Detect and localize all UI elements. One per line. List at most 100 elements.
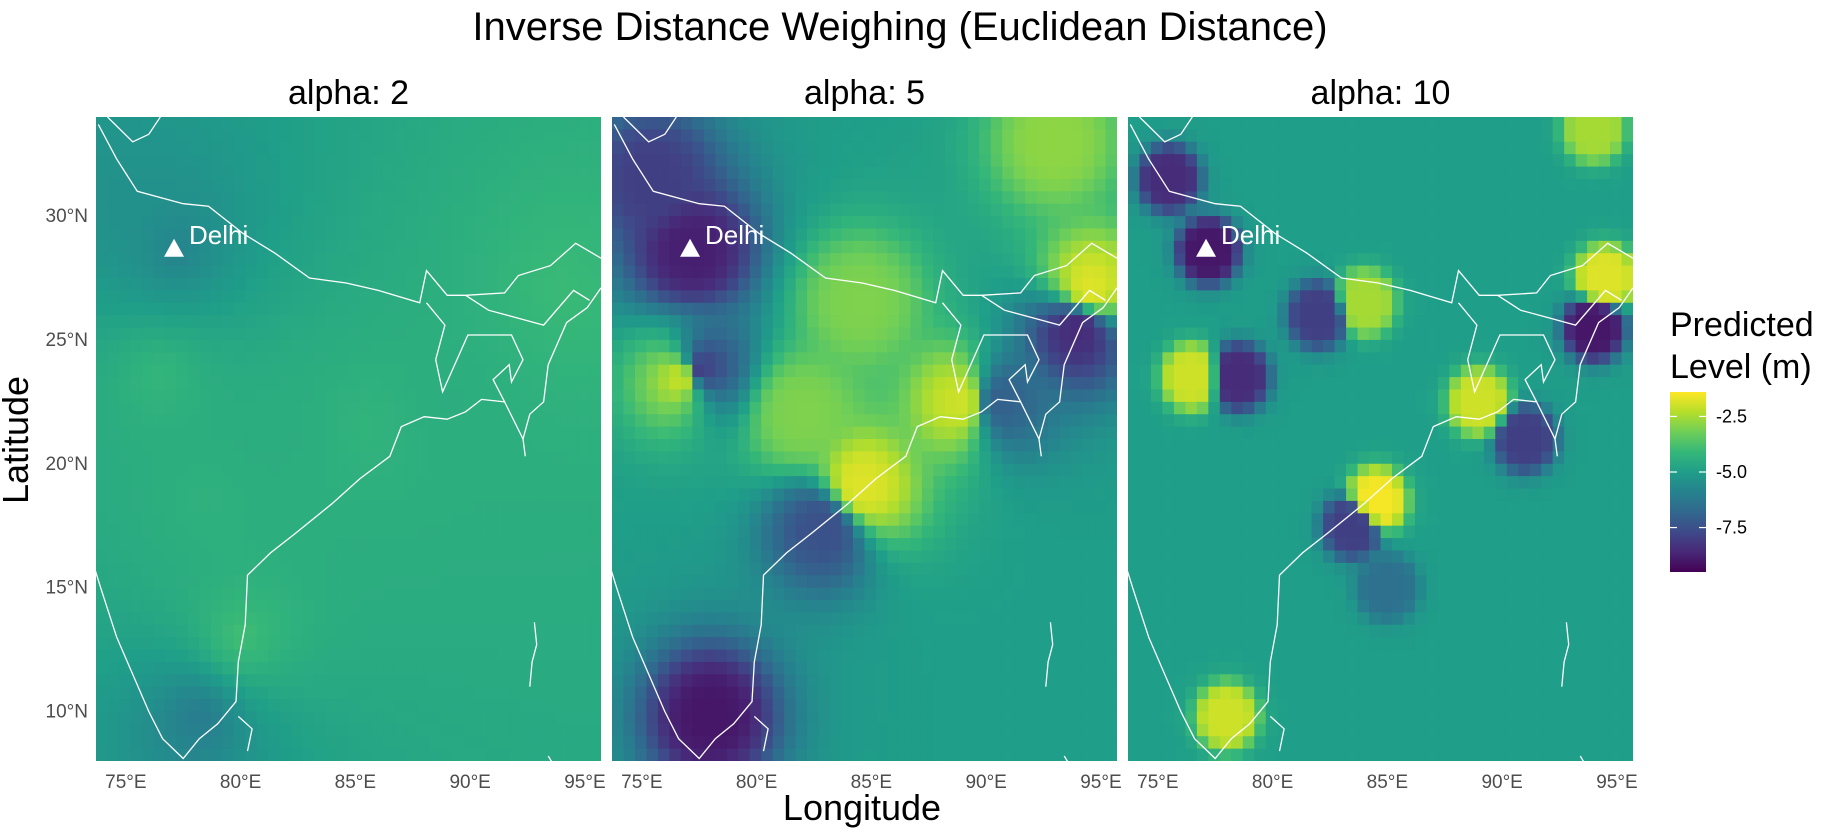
heatmap-cell [841, 327, 854, 341]
heatmap-cell [417, 166, 430, 180]
heatmap-cell [680, 661, 693, 675]
heatmap-cell [245, 178, 258, 192]
heatmap-cell [245, 699, 258, 713]
heatmap-cell [486, 439, 499, 452]
heatmap-cell [1311, 191, 1324, 205]
heatmap-cell [268, 228, 281, 242]
heatmap-cell [107, 265, 120, 279]
heatmap-cell [405, 637, 418, 651]
heatmap-cell [1369, 129, 1382, 143]
heatmap-cell [853, 600, 866, 613]
heatmap-cell [761, 364, 774, 378]
heatmap-cell [853, 500, 866, 514]
heatmap-cell [646, 228, 659, 242]
heatmap-cell [107, 575, 120, 589]
heatmap-cell [394, 166, 407, 180]
heatmap-cell [118, 426, 132, 440]
heatmap-cell [921, 203, 934, 217]
heatmap-cell [703, 278, 716, 291]
heatmap-cell [222, 748, 235, 761]
heatmap-cell [405, 203, 418, 217]
heatmap-cell [509, 302, 522, 316]
heatmap-cell [921, 587, 934, 601]
heatmap-cell [566, 538, 579, 552]
heatmap-cell [761, 141, 774, 155]
heatmap-cell [543, 476, 556, 490]
heatmap-cell [967, 612, 980, 626]
heatmap-cell [830, 389, 843, 403]
heatmap-cell [428, 191, 441, 205]
heatmap-cell [451, 624, 464, 638]
heatmap-cell [1219, 203, 1232, 217]
heatmap-cell [967, 203, 980, 217]
heatmap-cell [853, 191, 866, 205]
heatmap-cell [199, 748, 212, 761]
heatmap-cell [898, 253, 912, 267]
heatmap-cell [623, 661, 636, 675]
heatmap-cell [1025, 674, 1038, 688]
heatmap-cell [703, 154, 716, 168]
heatmap-cell [486, 290, 499, 304]
heatmap-cell [657, 476, 670, 490]
heatmap-cell [1082, 723, 1095, 737]
heatmap-cell [933, 723, 946, 737]
heatmap-cell [623, 426, 636, 440]
heatmap-cell [646, 414, 659, 428]
heatmap-cell [245, 389, 258, 403]
heatmap-cell [359, 240, 373, 254]
heatmap-cell [612, 191, 625, 205]
heatmap-cell [578, 426, 591, 440]
heatmap-cell [555, 315, 568, 329]
heatmap-cell [956, 117, 969, 130]
heatmap-cell [1185, 166, 1198, 180]
heatmap-cell [222, 141, 235, 155]
heatmap-cell [1071, 699, 1084, 713]
heatmap-cell [1025, 203, 1038, 217]
heatmap-cell [795, 699, 808, 713]
heatmap-cell [646, 327, 659, 341]
heatmap-cell [692, 377, 705, 391]
heatmap-cell [1185, 117, 1198, 130]
heatmap-cell [256, 538, 269, 552]
heatmap-cell [451, 414, 464, 428]
heatmap-cell [990, 117, 1003, 130]
heatmap-cell [1323, 117, 1336, 130]
heatmap-cell [887, 203, 900, 217]
heatmap-cell [394, 278, 407, 291]
heatmap-cell [853, 723, 866, 737]
heatmap-cell [520, 649, 533, 663]
heatmap-cell [784, 278, 797, 291]
heatmap-cell [578, 711, 591, 725]
heatmap-cell [979, 550, 992, 564]
heatmap-cell [807, 711, 820, 725]
heatmap-cell [417, 302, 430, 316]
heatmap-cell [118, 414, 132, 428]
heatmap-cell [612, 674, 625, 688]
heatmap-cell [359, 129, 373, 143]
heatmap-cell [405, 748, 418, 761]
heatmap-cell [405, 377, 418, 391]
heatmap-cell [532, 364, 545, 378]
heatmap-cell [107, 302, 120, 316]
heatmap-cell [486, 661, 499, 675]
heatmap-cell [990, 612, 1003, 626]
heatmap-cell [692, 637, 705, 651]
heatmap-cell [761, 500, 774, 514]
heatmap-cell [818, 339, 831, 353]
heatmap-cell [222, 302, 235, 316]
heatmap-cell [543, 178, 556, 192]
heatmap-cell [141, 401, 154, 415]
heatmap-cell [715, 253, 728, 267]
heatmap-cell [509, 686, 522, 700]
heatmap-cell [130, 414, 143, 428]
heatmap-cell [543, 711, 556, 725]
heatmap-cell [1036, 500, 1049, 514]
heatmap-cell [199, 278, 212, 291]
heatmap-cell [153, 377, 166, 391]
heatmap-cell [772, 525, 785, 539]
heatmap-cell [646, 315, 659, 329]
heatmap-cell [1071, 154, 1084, 168]
heatmap-cell [222, 154, 235, 168]
heatmap-cell [1334, 117, 1347, 130]
heatmap-cell [944, 674, 957, 688]
